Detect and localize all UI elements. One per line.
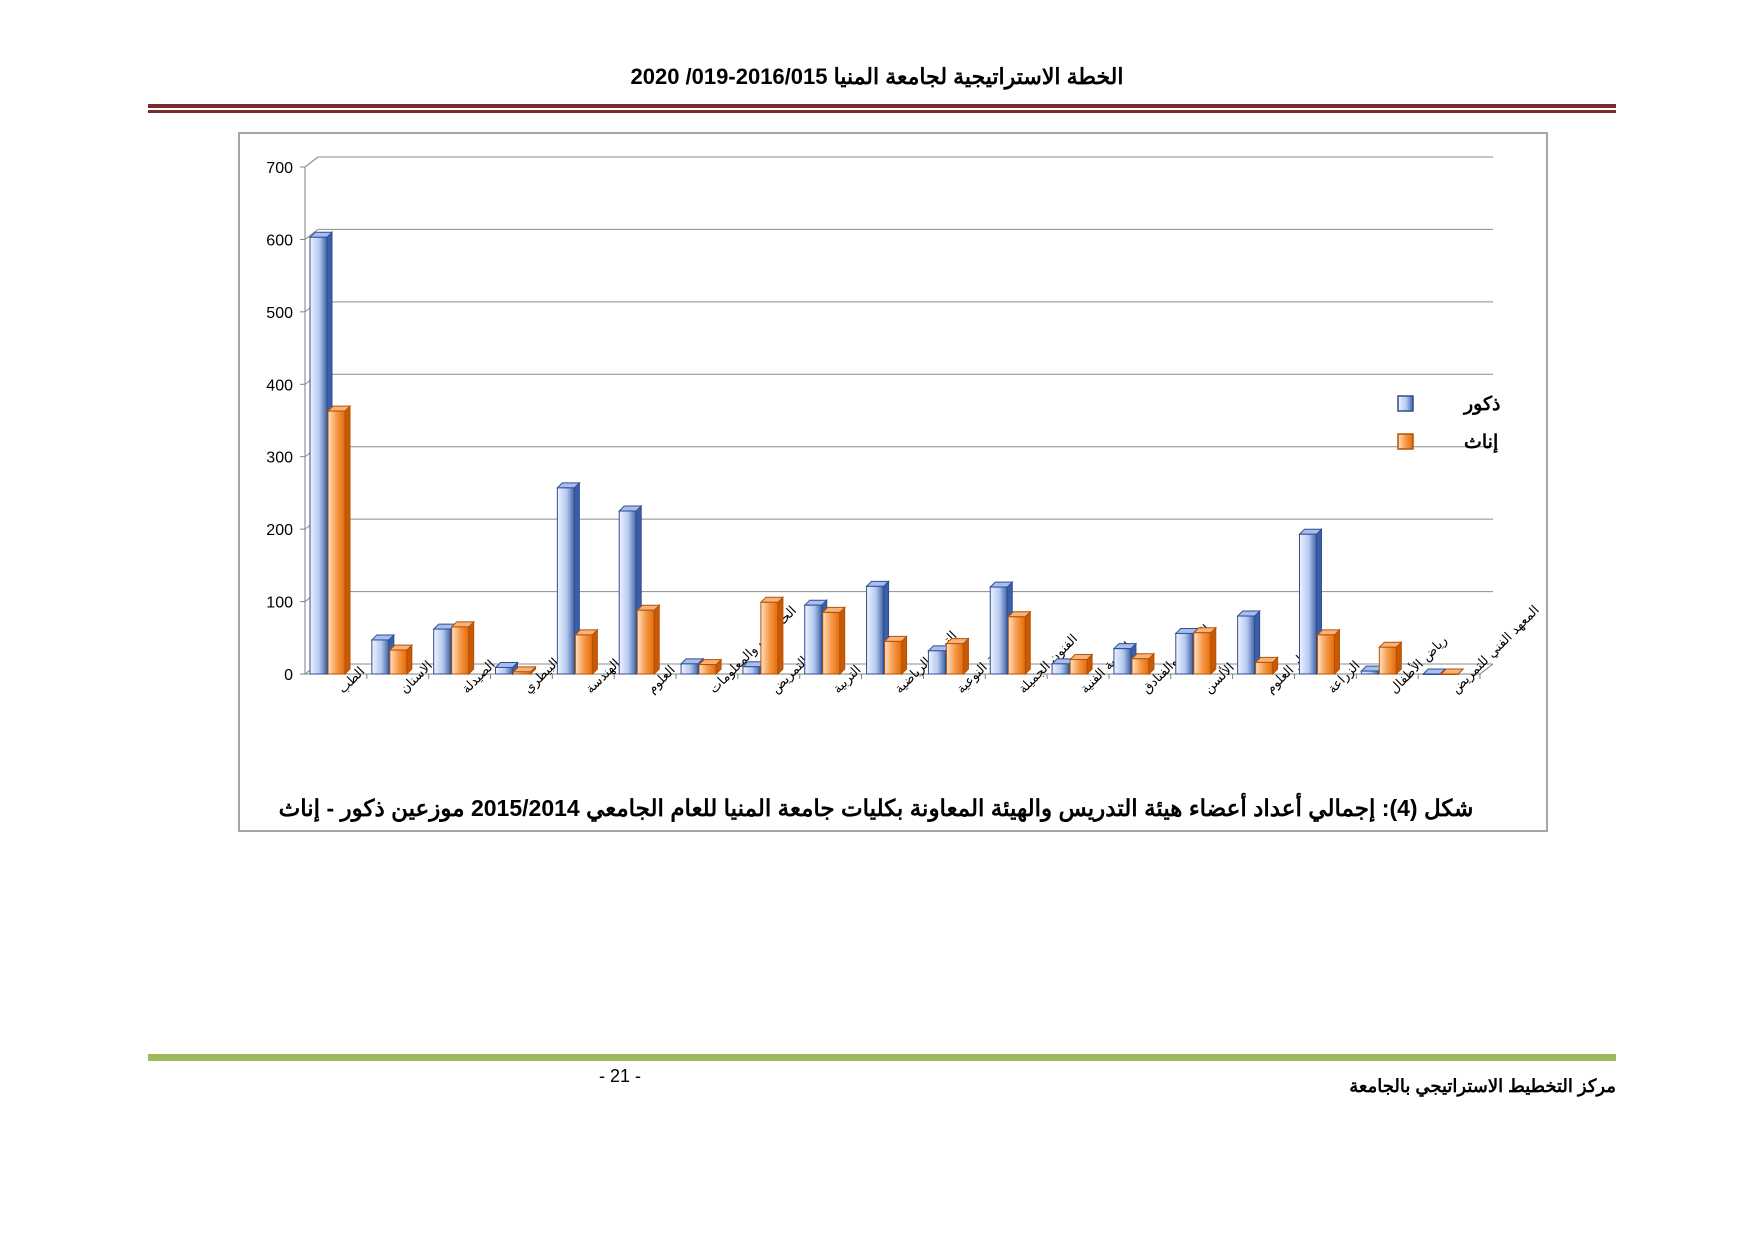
bar-female xyxy=(326,404,352,676)
x-axis-depth xyxy=(1479,663,1494,675)
y-tick-label: 300 xyxy=(266,450,293,467)
y-tick-label: 100 xyxy=(266,595,293,612)
page-number: - 21 - xyxy=(598,1066,641,1086)
bar-female xyxy=(821,606,846,676)
bar-female xyxy=(759,596,785,676)
header-rule-secondary xyxy=(148,110,1616,113)
bar-female xyxy=(1378,640,1403,676)
legend-swatch-female xyxy=(1397,433,1414,450)
bar-female xyxy=(1439,668,1465,675)
y-tick-label: 700 xyxy=(266,160,293,177)
bar-female xyxy=(450,620,475,676)
bar-female xyxy=(388,643,414,676)
figure-caption: شكل (4): إجمالي أعداد أعضاء هيئة التدريس… xyxy=(260,790,1492,826)
y-tick-label: 500 xyxy=(266,305,293,322)
legend-swatch-male xyxy=(1397,395,1414,412)
chart-frame xyxy=(238,132,1548,832)
footer-rule xyxy=(148,1054,1616,1061)
bar-female xyxy=(512,665,537,676)
header-rule xyxy=(148,104,1616,108)
bar-female xyxy=(1130,652,1156,676)
bar-female xyxy=(1316,628,1341,676)
bar-female xyxy=(1254,656,1279,676)
bar-female xyxy=(945,637,970,676)
bar-female xyxy=(697,658,723,676)
bar-female xyxy=(574,628,599,676)
chart-legend: ذكور إناث xyxy=(1397,394,1501,454)
bar-female xyxy=(883,635,908,676)
y-tick-label: 0 xyxy=(284,667,293,684)
bar-female xyxy=(1068,653,1094,676)
bar-female xyxy=(1007,610,1032,676)
x-category-label: المعهد الفني للتمريض xyxy=(1449,603,1543,697)
bar-male xyxy=(1421,668,1447,675)
y-tick-label: 200 xyxy=(266,522,293,539)
bar-female xyxy=(1192,626,1217,676)
bar-female xyxy=(636,604,661,676)
y-tick-label: 600 xyxy=(266,232,293,249)
gridline-depth xyxy=(304,156,319,168)
page-header-title: الخطة الاستراتيجية لجامعة المنيا 2016/01… xyxy=(630,64,1124,89)
footer-text: مركز التخطيط الاستراتيجي بالجامعة xyxy=(1349,1076,1616,1096)
legend-label-male: ذكور xyxy=(1462,394,1501,415)
gridline-depth xyxy=(304,229,319,240)
legend-label-female: إناث xyxy=(1464,432,1498,454)
y-tick-label: 400 xyxy=(266,377,293,394)
bar-male xyxy=(556,481,581,676)
bar-male xyxy=(1236,609,1261,676)
bar-male xyxy=(494,661,519,676)
